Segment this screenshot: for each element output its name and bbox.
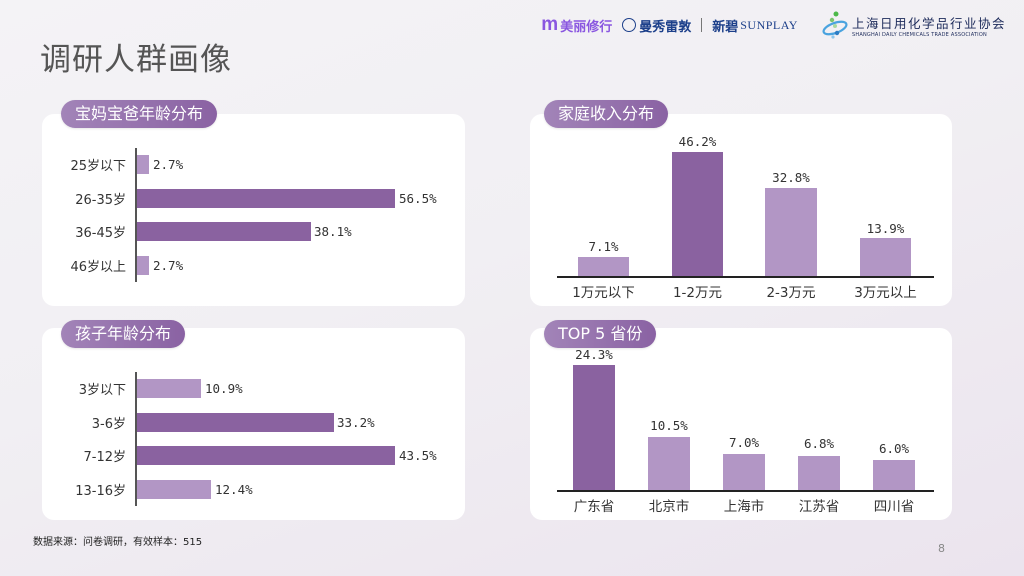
bar-column: 13.9% 3万元以上 [854,221,917,301]
bar-row: 36-45岁 38.1% [75,221,352,241]
bar [137,378,201,398]
data-source-note: 数据来源：问卷调研，有效样本：515 [33,537,203,548]
bar [137,154,149,174]
bar-column: 6.8% 江苏省 [798,436,840,515]
association-emblem-icon [822,11,848,39]
bar [860,238,911,276]
y-axis [135,372,137,506]
bar [137,188,395,208]
bar [573,365,615,490]
income-chart: 7.1% 1万元以下 46.2% 1-2万元 32.8% 2-3万元 13.9%… [557,130,934,301]
bar [137,412,334,432]
parent-age-chart: 25岁以下 2.7% 26-35岁 56.5% 36-45岁 38.1% 46岁… [40,148,460,282]
bar-column: 6.0% 四川省 [873,441,915,515]
bar [672,152,723,276]
bar [648,437,690,490]
y-axis [135,148,137,282]
bar-row: 26-35岁 56.5% [75,188,437,208]
x-axis [557,490,934,492]
bar [137,255,149,275]
x-axis [557,276,934,278]
bar-column: 32.8% 2-3万元 [765,170,817,301]
bar-column: 46.2% 1-2万元 [672,134,723,301]
mentholatum-emblem-icon [622,18,637,32]
association-logo: 上海日用化学品行业协会 SHANGHAI DAILY CHEMICALS TRA… [822,10,1006,40]
partner-logos: m 美丽修行 曼秀雷敦 新碧 SUNPLAY 上海日用化学品行业协会 SHANG… [541,8,1006,42]
bar-column: 10.5% 北京市 [648,418,690,515]
page-title: 调研人群画像 [40,42,232,78]
parent-age-title: 宝妈宝爸年龄分布 [61,100,218,128]
bar-row: 25岁以下 2.7% [70,154,184,174]
income-title: 家庭收入分布 [544,100,669,128]
province-chart: 24.3% 广东省 10.5% 北京市 7.0% 上海市 6.8% 江苏省 6.… [557,340,934,515]
province-title: TOP 5 省份 [544,320,657,348]
meili-m-icon: m [541,14,558,35]
bar-column: 24.3% 广东省 [573,347,615,515]
bar-row: 7-12岁 43.5% [83,445,437,465]
bar [765,188,817,276]
bar-column: 7.0% 上海市 [723,435,765,515]
bar [137,445,395,465]
bar [578,257,629,276]
child-age-chart: 3岁以下 10.9% 3-6岁 33.2% 7-12岁 43.5% 13-16岁… [40,372,460,506]
logo-divider [701,18,703,32]
child-age-title: 孩子年龄分布 [61,320,186,348]
mentholatum-logo: 曼秀雷敦 [622,16,691,35]
bar [137,221,311,241]
bar-row: 46岁以上 2.7% [70,255,184,275]
bar [873,460,915,490]
bar [137,479,211,499]
bar-column: 7.1% 1万元以下 [572,239,635,301]
bar [798,456,840,490]
page-number: 8 [938,542,945,555]
parent-age-card [42,114,465,306]
sunplay-logo: 新碧 SUNPLAY [712,17,798,35]
meili-logo: m 美丽修行 [541,14,613,35]
bar [723,454,765,490]
bar-row: 3岁以下 10.9% [78,378,243,398]
bar-row: 3-6岁 33.2% [91,412,375,432]
bar-row: 13-16岁 12.4% [75,479,253,499]
